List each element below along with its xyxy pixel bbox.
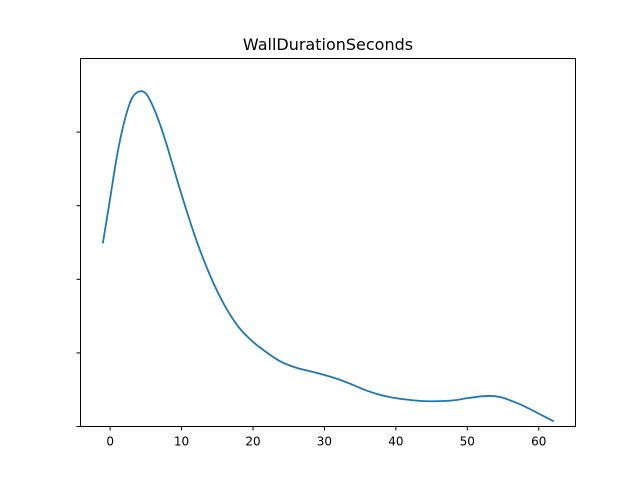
x-axis: 0 10 20 30 40 50 60 — [106, 426, 546, 449]
x-tick-label: 60 — [531, 435, 546, 449]
series-line — [101, 90, 555, 423]
x-tick-label: 30 — [317, 435, 332, 449]
chart-title: WallDurationSeconds — [243, 35, 413, 54]
x-tick-label: 10 — [174, 435, 189, 449]
x-tick-label: 20 — [245, 435, 260, 449]
x-tick-label: 50 — [460, 435, 475, 449]
y-axis — [76, 131, 81, 427]
plot-frame — [80, 58, 576, 427]
x-tick-label: 40 — [388, 435, 403, 449]
x-tick-label: 0 — [106, 435, 114, 449]
